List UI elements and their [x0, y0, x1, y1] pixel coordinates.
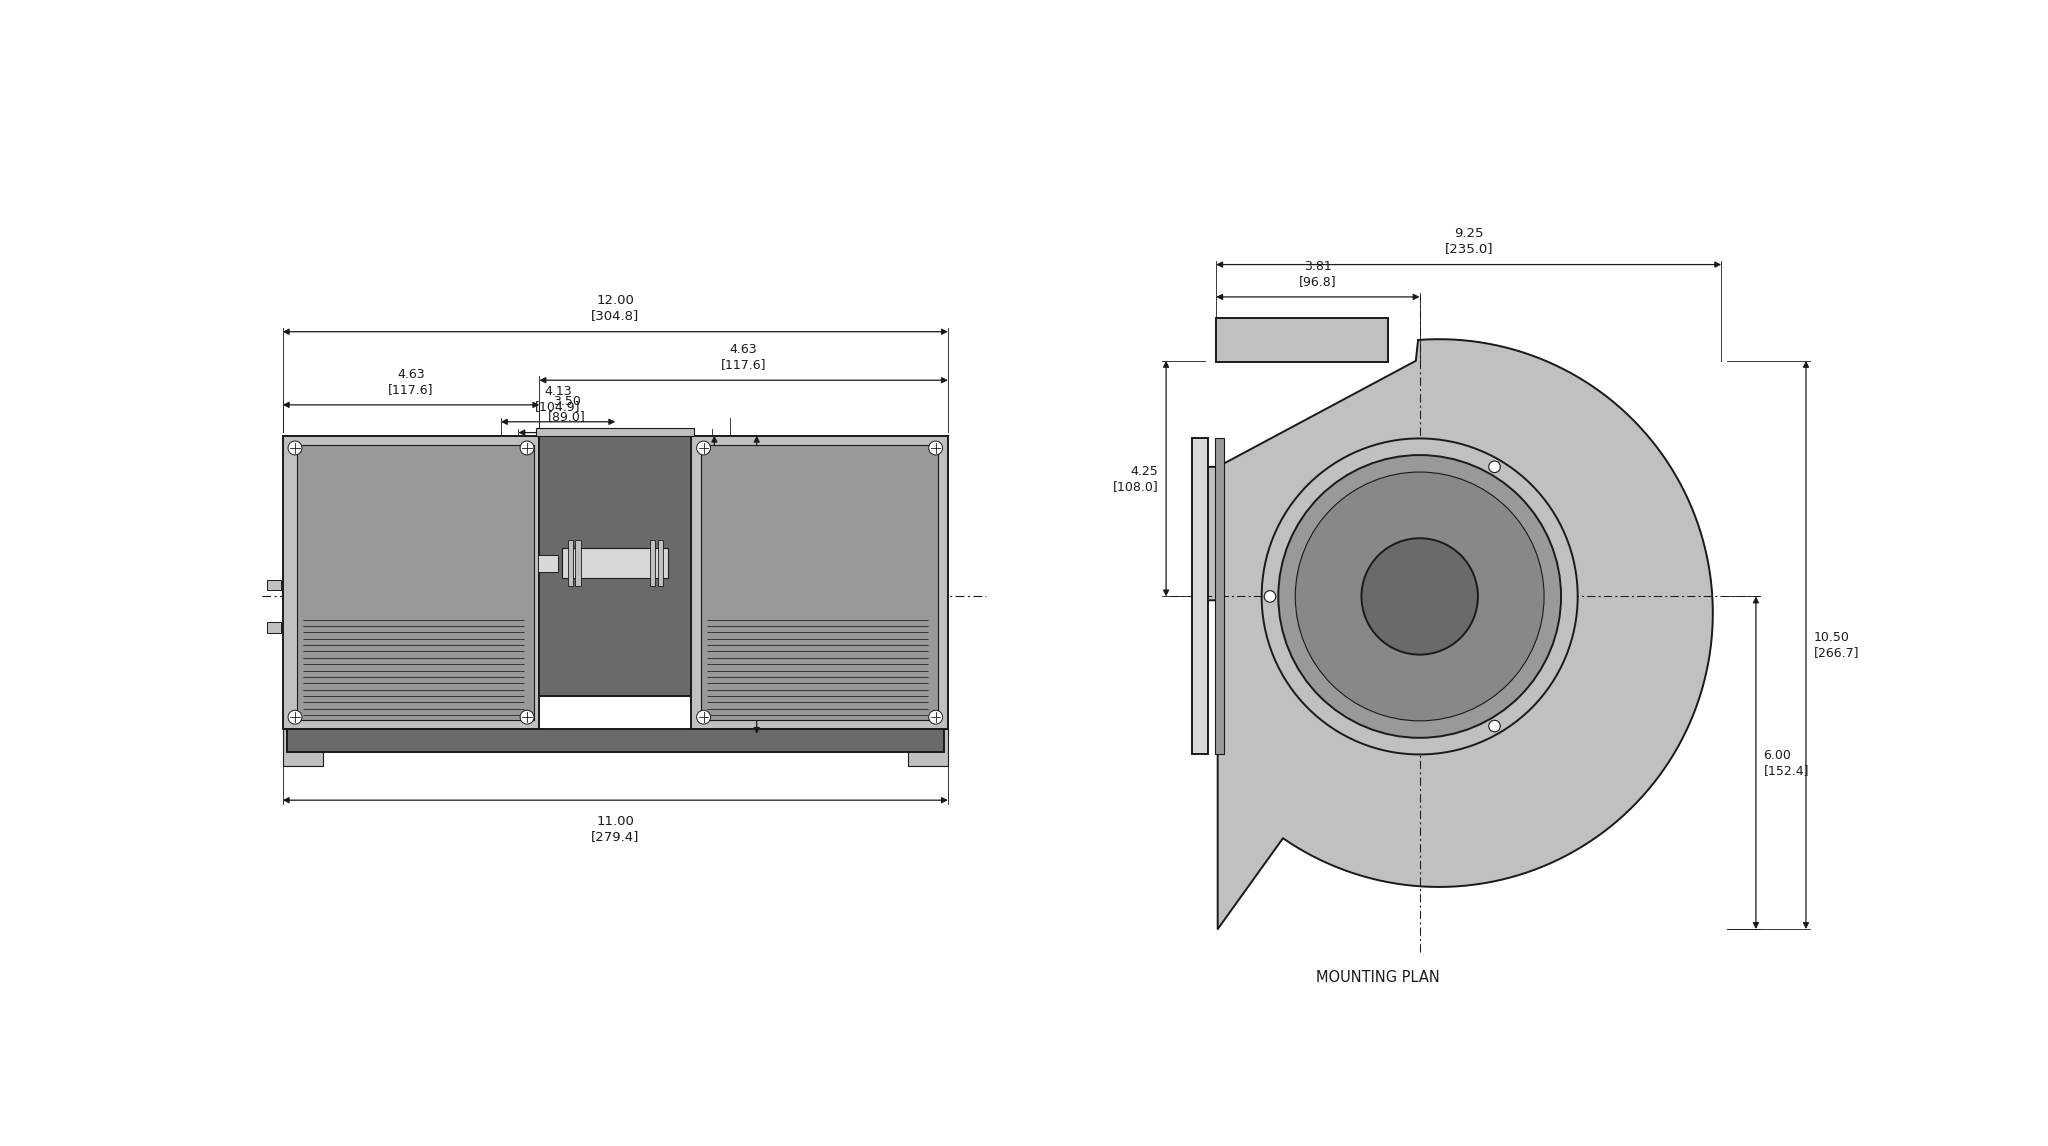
Bar [907, 730, 948, 766]
Circle shape [289, 441, 301, 455]
Bar [649, 540, 655, 586]
Bar [539, 435, 692, 697]
Circle shape [928, 711, 942, 724]
Bar [1217, 319, 1389, 362]
Text: 11.00
[279.4]: 11.00 [279.4] [592, 815, 639, 842]
Bar [268, 580, 281, 590]
Circle shape [1278, 455, 1561, 738]
Circle shape [1489, 461, 1501, 472]
Bar [1192, 439, 1208, 754]
Circle shape [520, 441, 535, 455]
Text: 4.13
[104.9]: 4.13 [104.9] [535, 385, 582, 413]
Bar [283, 730, 324, 766]
Text: 4.88
[123.9]: 4.88 [123.9] [721, 557, 766, 584]
Bar [283, 435, 539, 730]
Text: 3.50
[89.0]: 3.50 [89.0] [549, 395, 586, 423]
Text: MOUNTING PLAN: MOUNTING PLAN [1315, 971, 1440, 986]
Circle shape [696, 441, 711, 455]
Text: 9.25
[235.0]: 9.25 [235.0] [1444, 227, 1493, 256]
Text: 4.25
[108.0]: 4.25 [108.0] [1112, 464, 1159, 493]
Circle shape [1489, 721, 1501, 732]
Text: 4.63
[117.6]: 4.63 [117.6] [389, 368, 434, 395]
Text: 6.00
[152.4]: 6.00 [152.4] [1763, 748, 1808, 777]
Circle shape [696, 711, 711, 724]
Bar [561, 548, 668, 579]
Bar [287, 730, 944, 752]
Text: 4.63
[117.6]: 4.63 [117.6] [721, 343, 766, 371]
Circle shape [520, 711, 535, 724]
Text: 3.81
[96.8]: 3.81 [96.8] [1298, 260, 1337, 288]
Bar [537, 427, 694, 435]
Text: 12.00
[304.8]: 12.00 [304.8] [592, 295, 639, 322]
Bar [297, 446, 535, 720]
Circle shape [1262, 439, 1577, 754]
Circle shape [289, 711, 301, 724]
Bar [700, 446, 938, 720]
Circle shape [1294, 472, 1544, 721]
Circle shape [1362, 539, 1479, 654]
Bar [692, 435, 948, 730]
Bar [575, 540, 582, 586]
Polygon shape [1204, 339, 1712, 929]
Bar [539, 555, 557, 572]
Text: 5.38
[136.6]: 5.38 [136.6] [764, 571, 809, 599]
Bar [657, 540, 664, 586]
Bar [567, 540, 573, 586]
Bar [268, 622, 281, 633]
Circle shape [928, 441, 942, 455]
Text: 10.50
[266.7]: 10.50 [266.7] [1815, 631, 1860, 659]
Circle shape [1264, 590, 1276, 602]
Bar [1214, 439, 1225, 754]
